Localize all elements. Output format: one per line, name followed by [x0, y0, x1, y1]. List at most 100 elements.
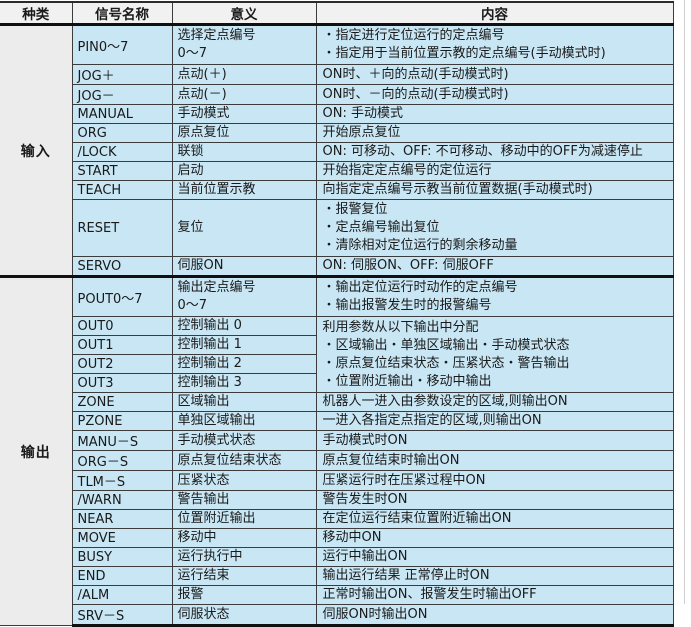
content-cell: 手动模式时ON: [315, 430, 674, 451]
col-header-meaning: 意义: [171, 1, 317, 26]
content-cell: ON时、－向的点动(手动模式时): [315, 84, 674, 105]
table-row: /WARN 警告输出 警告发生时ON: [0, 490, 674, 510]
signal-cell: JOG＋: [72, 64, 173, 85]
signal-cell: TEACH: [72, 180, 173, 200]
cell-line: ・清除相对定位运行的剩余移动量: [322, 238, 518, 253]
cell-line: 伺服状态: [177, 606, 230, 622]
signal-cell: MANU－S: [72, 430, 173, 451]
table-row: TLM－S 压紧状态 压紧运行时在压紧过程中ON: [0, 470, 674, 491]
cell-line: ・输出报警发生时的报警编号: [322, 298, 492, 313]
cell-line: 手动模式状态: [177, 432, 256, 448]
cell-line: 联锁: [177, 144, 204, 159]
content-cell: 输出运行结果 正常停止时ON: [315, 566, 674, 586]
table-row: MANU－S 手动模式状态 手动模式时ON: [0, 430, 674, 451]
signal-cell: JOG－: [72, 84, 173, 105]
cell-line: 运行中输出ON: [322, 549, 408, 564]
cell-line: 利用参数从以下输出中分配: [322, 319, 479, 335]
cell-line: 位置附近输出: [177, 511, 256, 526]
content-cell: 原点复位结束时输出ON: [315, 450, 674, 471]
cell-line: 输出定点编号: [177, 280, 256, 295]
cell-line: 伺服ON: [177, 258, 224, 273]
cell-line: 原点复位: [177, 125, 230, 140]
cell-line: 控制输出 3: [177, 375, 242, 390]
cell-line: ON: 伺服ON、OFF: 伺服OFF: [322, 258, 494, 273]
meaning-cell: 控制输出 2: [171, 354, 317, 374]
content-cell: 移动中ON: [315, 528, 674, 548]
content-cell: 机器人一进入由参数设定的区域,则输出ON: [315, 392, 674, 412]
content-cell: ON时、＋向的点动(手动模式时): [315, 64, 674, 85]
table-row: TEACH 当前位置示教 向指定定点编号示教当前位置数据(手动模式时): [0, 180, 674, 200]
table-row: MOVE 移动中 移动中ON: [0, 528, 674, 548]
cell-line: 一进入各指定点指定的区域,则输出ON: [322, 413, 542, 428]
content-cell: ・输出定位运行时动作的定点编号 ・输出报警发生时的报警编号: [315, 275, 674, 317]
meaning-cell: 警告输出: [171, 490, 317, 510]
table-row: SRV－S 伺服状态 伺服ON时输出ON: [0, 604, 674, 627]
table-row: START 启动 开始指定定点编号的定位运行: [0, 161, 674, 181]
cell-line: 移动中: [177, 530, 217, 545]
cell-line: ・输出定位运行时动作的定点编号: [322, 280, 518, 295]
signal-cell: POUT0～7: [71, 275, 173, 317]
meaning-cell: 输出定点编号 0～7: [171, 275, 317, 317]
cell-line: 原点复位结束时输出ON: [322, 452, 460, 468]
meaning-cell: 区域输出: [171, 392, 317, 412]
meaning-cell: 移动中: [171, 528, 317, 548]
cell-line: 原点复位结束状态: [177, 452, 282, 468]
cell-line: 单独区域输出: [177, 413, 256, 428]
signal-cell: SERVO: [72, 256, 173, 277]
cell-line: 输出运行结果 正常停止时ON: [322, 568, 490, 583]
meaning-cell: 原点复位结束状态: [171, 450, 317, 471]
content-cell: 在定位运行结束位置附近输出ON: [315, 509, 674, 529]
cell-line: 选择定点编号: [177, 28, 256, 43]
cell-line: 开始指定定点编号的定位运行: [322, 163, 492, 178]
cell-line: 点动(－): [177, 86, 227, 102]
cell-line: 压紧运行时在压紧过程中ON: [322, 472, 486, 488]
signal-cell: MOVE: [72, 528, 173, 548]
cell-line: 运行结束: [177, 568, 230, 583]
io-signal-table: 种类 信号名称 意义 内容 输入 PIN0～7 选择定点编号 0～7 ・指定进行定位运行…: [0, 1, 674, 627]
table-row: OUT1 控制输出 1: [0, 335, 673, 355]
meaning-cell: 运行结束: [171, 566, 317, 586]
table-row: NEAR 位置附近输出 在定位运行结束位置附近输出ON: [0, 509, 674, 529]
page-edge-line: [684, 0, 685, 604]
cell-line: 警告发生时ON: [322, 492, 408, 507]
meaning-cell: 控制输出 1: [171, 335, 317, 355]
signal-cell: TLM－S: [72, 470, 173, 491]
cell-line: 正常时输出ON、报警发生时输出OFF: [322, 587, 537, 602]
table-row: OUT3 控制输出 3: [0, 373, 673, 393]
meaning-cell: 点动(－): [171, 84, 317, 105]
meaning-cell: 伺服ON: [171, 256, 317, 277]
cell-line: ON: 手动模式: [322, 106, 403, 121]
meaning-cell: 控制输出 0: [171, 316, 317, 336]
cell-line: 报警: [177, 587, 204, 602]
table-row: OUT2 控制输出 2: [0, 354, 673, 374]
cell-line: ・位置附近输出・移动中输出: [322, 373, 492, 389]
cell-line: 在定位运行结束位置附近输出ON: [322, 511, 512, 526]
content-cell: 运行中输出ON: [315, 547, 674, 567]
signal-cell: SRV－S: [72, 604, 173, 627]
meaning-cell: 伺服状态: [171, 604, 317, 627]
signal-cell: MANUAL: [72, 104, 173, 124]
cell-line: 运行执行中: [177, 549, 243, 564]
table-row: /ALM 报警 正常时输出ON、报警发生时输出OFF: [0, 585, 674, 605]
cell-line: 机器人一进入由参数设定的区域,则输出ON: [322, 394, 568, 409]
cell-line: ・区域输出・单独区域输出・手动模式状态: [322, 337, 570, 353]
signal-cell: PIN0～7: [71, 24, 173, 65]
table-row: BUSY 运行执行中 运行中输出ON: [0, 547, 674, 567]
content-cell: 压紧运行时在压紧过程中ON: [315, 470, 674, 491]
cell-line: 控制输出 2: [177, 356, 242, 371]
meaning-cell: 运行执行中: [171, 547, 317, 567]
cell-line: ・指定进行定位运行的定点编号: [322, 28, 505, 43]
content-cell: ON: 手动模式: [315, 104, 674, 124]
content-cell: ON: 可移动、OFF: 不可移动、移动中的OFF为减速停止: [315, 142, 674, 162]
cell-line: 0～7: [177, 46, 208, 61]
table-row: END 运行结束 输出运行结果 正常停止时ON: [0, 566, 674, 586]
cell-line: ・指定用于当前位置示教的定点编号(手动模式时): [322, 46, 606, 61]
content-cell: 警告发生时ON: [315, 490, 674, 510]
meaning-cell: 原点复位: [171, 123, 317, 143]
group-cell: 输出: [0, 275, 73, 626]
meaning-cell: 当前位置示教: [171, 180, 317, 200]
meaning-cell: 单独区域输出: [171, 411, 317, 431]
cell-line: 移动中ON: [322, 530, 382, 545]
col-header-signal: 信号名称: [71, 1, 173, 26]
cell-line: 控制输出 0: [177, 318, 242, 333]
